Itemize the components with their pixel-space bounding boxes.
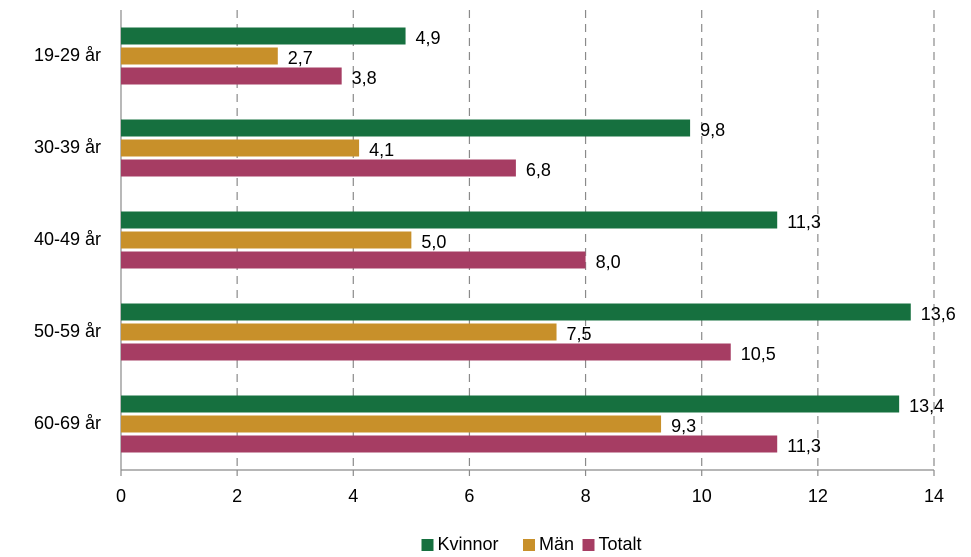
x-tick-label: 0 [116, 486, 126, 506]
bar [121, 139, 360, 157]
bar [121, 27, 406, 45]
data-label: 9,8 [700, 120, 725, 140]
data-label: 13,4 [909, 396, 944, 416]
bar [121, 67, 342, 85]
bar [121, 211, 778, 229]
data-label: 8,0 [596, 252, 621, 272]
y-tick-label: 40-49 år [34, 229, 101, 249]
y-tick-label: 50-59 år [34, 321, 101, 341]
x-tick-label: 2 [232, 486, 242, 506]
y-tick-label: 19-29 år [34, 45, 101, 65]
legend-label: Totalt [599, 534, 642, 554]
bar [121, 415, 662, 433]
data-label: 9,3 [671, 416, 696, 436]
data-label: 7,5 [567, 324, 592, 344]
legend-label: Kvinnor [438, 534, 499, 554]
data-label: 6,8 [526, 160, 551, 180]
bar [121, 231, 412, 249]
x-tick-label: 8 [581, 486, 591, 506]
bar [121, 159, 516, 177]
data-label: 11,3 [787, 212, 821, 232]
bar [121, 395, 900, 413]
legend-label: Män [539, 534, 574, 554]
data-label: 3,8 [352, 68, 377, 88]
y-tick-label: 60-69 år [34, 413, 101, 433]
bar [121, 343, 731, 361]
legend-swatch [421, 539, 434, 551]
data-label: 4,9 [416, 28, 441, 48]
data-label: 5,0 [421, 232, 446, 252]
bar [121, 435, 778, 453]
data-label: 4,1 [369, 140, 394, 160]
y-tick-label: 30-39 år [34, 137, 101, 157]
x-tick-label: 12 [808, 486, 828, 506]
x-tick-label: 10 [692, 486, 712, 506]
data-label: 11,3 [787, 436, 821, 456]
bar [121, 251, 586, 269]
data-label: 10,5 [741, 344, 776, 364]
bar [121, 119, 691, 137]
x-tick-label: 14 [924, 486, 944, 506]
bar [121, 323, 557, 341]
data-label: 2,7 [288, 48, 313, 68]
x-tick-label: 6 [464, 486, 474, 506]
legend-swatch [523, 539, 535, 551]
bar [121, 303, 911, 321]
data-label: 13,6 [921, 304, 956, 324]
x-tick-label: 4 [348, 486, 358, 506]
bar [121, 47, 278, 65]
legend-swatch [582, 539, 595, 551]
